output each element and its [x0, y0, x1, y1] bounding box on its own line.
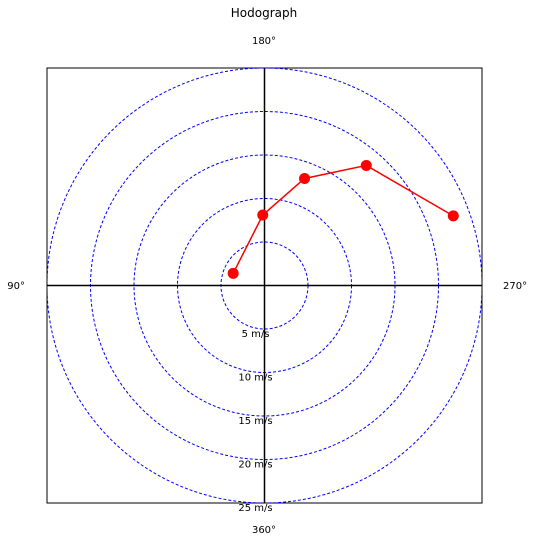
ring-label-5: 5 m/s [242, 329, 270, 340]
chart-title: Hodograph [231, 6, 297, 20]
plot-area: 5 m/s 10 m/s 15 m/s 20 m/s 25 m/s [46, 67, 483, 514]
direction-label-right: 270° [503, 281, 527, 292]
data-point-3 [299, 172, 311, 184]
ring-label-20: 20 m/s [238, 460, 272, 471]
series-line [232, 164, 454, 274]
center-axes [47, 68, 482, 503]
ring-label-10: 10 m/s [238, 373, 272, 384]
ring-label-15: 15 m/s [238, 416, 272, 427]
ring-label-25: 25 m/s [238, 503, 272, 514]
direction-label-top: 180° [252, 36, 276, 47]
direction-label-bottom: 360° [252, 525, 276, 536]
direction-label-left: 90° [7, 281, 25, 292]
data-point-5 [447, 210, 459, 222]
data-point-4 [360, 159, 372, 171]
data-point-2 [257, 209, 269, 221]
speed-ring-labels: 5 m/s 10 m/s 15 m/s 20 m/s 25 m/s [238, 329, 272, 514]
data-point-1 [227, 267, 239, 279]
wind-profile-series [227, 159, 459, 279]
